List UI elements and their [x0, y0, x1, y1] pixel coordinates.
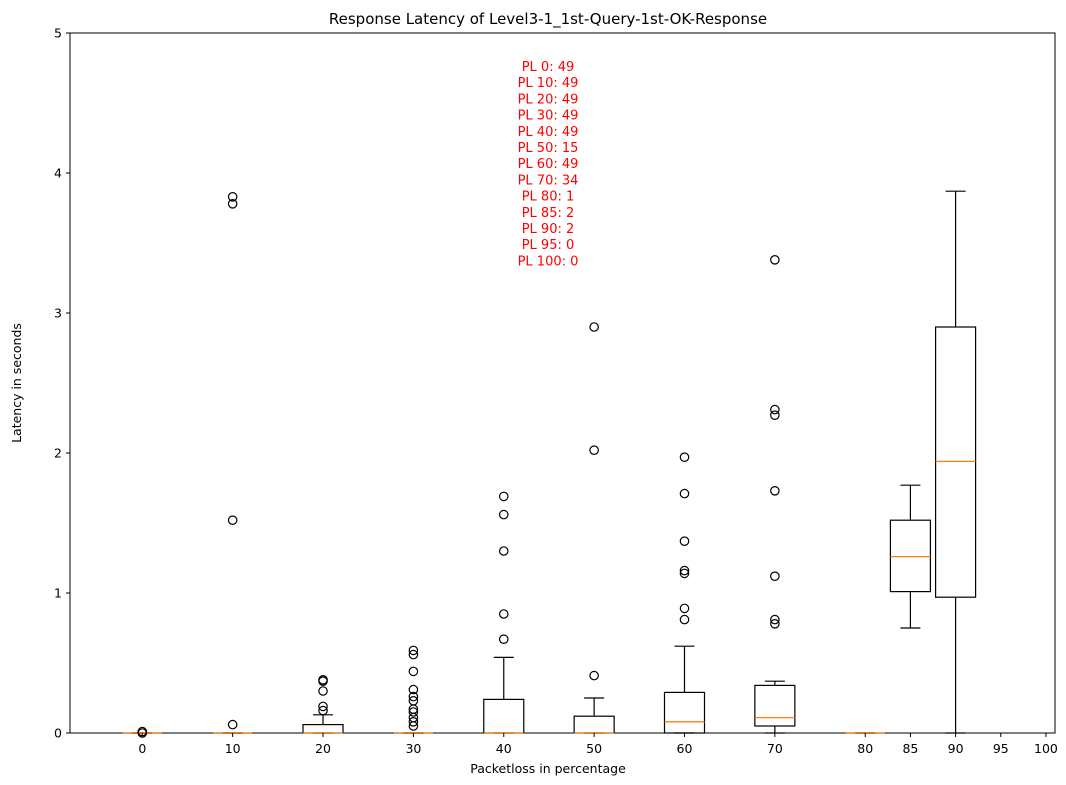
outlier-point [227, 192, 238, 202]
outlier-point [770, 404, 780, 415]
annotation-line: PL 90: 2 [522, 222, 575, 237]
outlier-point [498, 609, 509, 619]
x-tick-label: 70 [767, 741, 783, 756]
outlier-point [679, 565, 690, 576]
iqr-box [889, 519, 932, 593]
outlier-point [679, 536, 690, 546]
y-tick-label: 2 [54, 446, 62, 461]
annotation-line: PL 70: 34 [518, 173, 579, 188]
x-tick-label: 30 [405, 741, 421, 756]
annotation-line: PL 10: 49 [518, 76, 579, 91]
chart-title: Response Latency of Level3-1_1st-Query-1… [329, 10, 767, 29]
outlier-point [498, 491, 509, 502]
y-tick-label: 4 [54, 166, 62, 181]
iqr-box [754, 684, 796, 727]
box-pl-40 [483, 491, 525, 734]
y-tick-label: 1 [54, 586, 62, 601]
box-pl-90 [934, 190, 977, 734]
annotation-line: PL 80: 1 [522, 190, 575, 205]
outlier-point [227, 199, 238, 209]
x-tick-label: 10 [225, 741, 241, 756]
x-tick-label: 80 [857, 741, 873, 756]
iqr-box [302, 723, 344, 734]
x-tick-label: 40 [496, 741, 512, 756]
box-pl-20 [302, 674, 344, 734]
annotation-line: PL 100: 0 [518, 254, 579, 269]
outlier-point [408, 666, 419, 677]
box-pl-10 [212, 192, 254, 734]
annotation-line: PL 85: 2 [522, 206, 575, 221]
box-pl-30 [392, 645, 434, 734]
y-tick-label: 3 [54, 306, 62, 321]
outlier-point [770, 410, 780, 420]
outlier-point [679, 452, 690, 462]
annotation-line: PL 60: 49 [518, 157, 579, 172]
outlier-point [318, 701, 328, 712]
outlier-point [498, 546, 509, 556]
plot-area [69, 32, 1056, 734]
annotation-line: PL 40: 49 [518, 125, 579, 140]
outlier-point [408, 716, 419, 727]
box-pl-70 [754, 254, 796, 734]
outlier-point [770, 614, 780, 625]
annotation-line: PL 95: 0 [522, 238, 575, 253]
outlier-point [408, 707, 419, 717]
outlier-point [318, 676, 328, 686]
outlier-point [227, 515, 238, 525]
x-axis-title: Packetloss in percentage [470, 761, 626, 776]
annotation-line: PL 20: 49 [518, 92, 579, 107]
outlier-point [318, 686, 328, 696]
x-tick-label: 100 [1034, 741, 1058, 756]
annotation-line: PL 50: 15 [518, 141, 579, 156]
outlier-point [227, 719, 238, 730]
outlier-point [679, 603, 690, 614]
outlier-point [679, 488, 690, 499]
annotation-line: PL 0: 49 [522, 60, 575, 75]
outlier-point [408, 684, 419, 695]
outlier-point [679, 568, 690, 579]
box-pl-60 [663, 452, 706, 734]
x-tick-label: 60 [677, 741, 693, 756]
outlier-point [679, 614, 690, 625]
x-tick-label: 50 [586, 741, 602, 756]
x-axis-ticks: 0 10 20 30 40 50 60 70 80 85 90 95 100 [138, 733, 1058, 756]
y-axis-title: Latency in seconds [9, 323, 24, 443]
x-tick-label: 85 [902, 741, 918, 756]
x-tick-label: 90 [948, 741, 964, 756]
outlier-point [318, 705, 328, 716]
x-tick-label: 95 [993, 741, 1009, 756]
outlier-point [408, 691, 419, 702]
box-group [121, 190, 977, 738]
x-tick-label: 20 [315, 741, 331, 756]
iqr-box [483, 698, 525, 734]
outlier-point [589, 670, 599, 681]
y-axis-ticks: 0 1 2 3 4 5 [54, 26, 70, 741]
outlier-point [770, 254, 780, 265]
outlier-point [408, 645, 419, 656]
box-pl-50 [573, 322, 615, 734]
outlier-point [770, 571, 780, 581]
outlier-point [589, 445, 599, 455]
outlier-point [408, 649, 419, 660]
outlier-point [408, 721, 419, 731]
annotation-line: PL 30: 49 [518, 109, 579, 124]
y-tick-label: 5 [54, 26, 62, 41]
iqr-box [573, 715, 615, 734]
y-tick-label: 0 [54, 726, 62, 741]
outlier-point [498, 509, 509, 520]
x-tick-label: 0 [138, 741, 146, 756]
outlier-point [770, 618, 780, 629]
outlier-point [770, 485, 780, 496]
iqr-box [663, 691, 706, 734]
outlier-point [498, 634, 509, 644]
box-pl-85 [889, 484, 932, 629]
iqr-box [934, 326, 977, 598]
outlier-point [589, 322, 599, 332]
